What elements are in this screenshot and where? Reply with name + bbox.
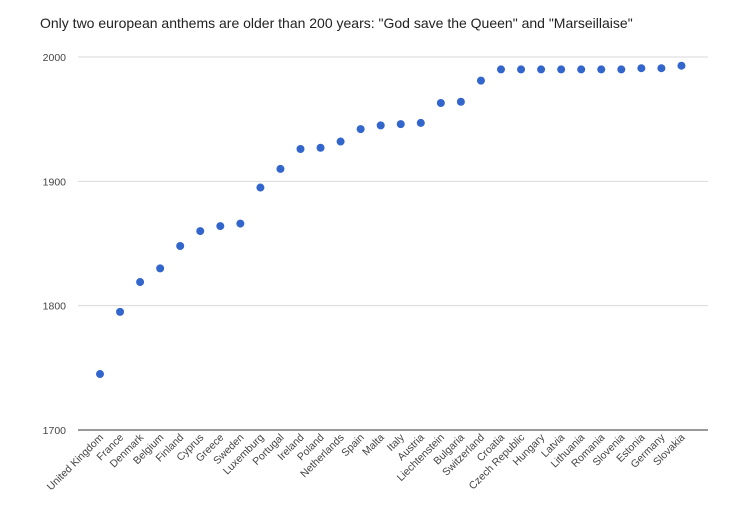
- data-point: [376, 121, 385, 130]
- data-point: [476, 76, 485, 85]
- data-point: [116, 307, 125, 316]
- data-point: [396, 120, 405, 129]
- data-point: [156, 264, 165, 273]
- data-point: [236, 219, 245, 228]
- data-point: [276, 164, 285, 173]
- data-point: [216, 222, 225, 231]
- x-tick-label: United Kingdom: [45, 431, 106, 492]
- data-point: [637, 64, 646, 73]
- data-point: [196, 227, 205, 236]
- data-point: [296, 145, 305, 154]
- y-tick-label-2000: 2000: [43, 52, 67, 64]
- data-point: [657, 64, 666, 73]
- x-tick-label: Malta: [360, 432, 387, 459]
- y-tick-label-1700: 1700: [43, 425, 67, 437]
- data-point: [336, 137, 345, 146]
- data-point: [416, 118, 425, 127]
- data-points: [96, 61, 686, 379]
- data-point: [597, 65, 606, 74]
- data-point: [677, 61, 686, 70]
- data-point: [577, 65, 586, 74]
- x-tick-label: Spain: [339, 432, 367, 460]
- data-point: [256, 183, 265, 192]
- gridlines: [78, 56, 708, 431]
- data-point: [436, 99, 445, 108]
- data-point: [497, 65, 505, 74]
- data-point: [456, 97, 465, 106]
- chart-title: Only two european anthems are older than…: [40, 15, 633, 31]
- y-tick-label-1900: 1900: [43, 176, 67, 188]
- data-point: [176, 241, 185, 250]
- data-point: [136, 278, 145, 287]
- y-axis-tick-labels: 1700 1800 1900 2000: [43, 52, 67, 437]
- data-point: [356, 125, 365, 134]
- data-point: [517, 65, 526, 74]
- data-point: [617, 65, 626, 74]
- data-point: [537, 65, 546, 74]
- y-tick-label-1800: 1800: [43, 301, 67, 313]
- data-point: [96, 370, 104, 379]
- data-point: [316, 143, 325, 152]
- data-point: [557, 65, 566, 74]
- x-axis-tick-labels: United KingdomFranceDenmarkBelgiumFinlan…: [45, 431, 688, 493]
